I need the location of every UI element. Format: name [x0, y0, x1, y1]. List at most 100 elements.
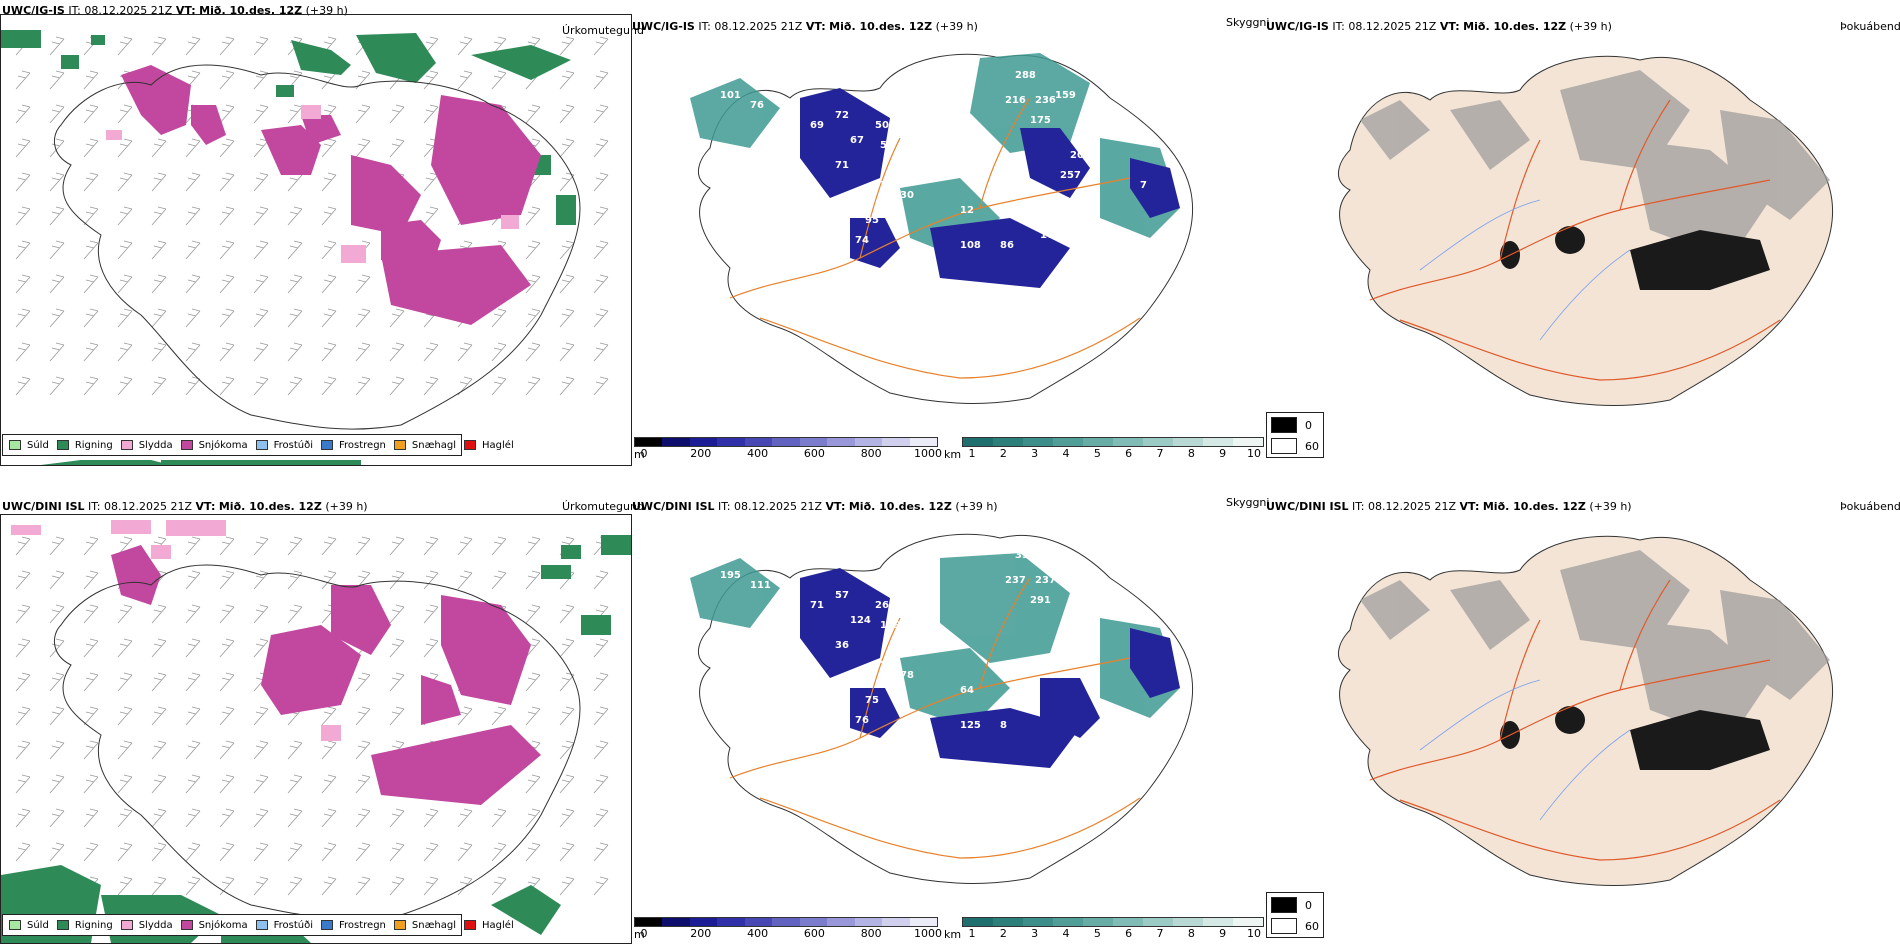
colorbar-tick: 800 [860, 927, 882, 940]
wind-barb-icon [525, 842, 541, 862]
wind-barb-icon [559, 808, 575, 828]
wind-barb-icon [423, 70, 439, 90]
colorbar-tick: 1 [968, 447, 976, 460]
wind-barb-icon [593, 706, 609, 726]
legend-item: Frostregn [321, 920, 386, 931]
legend-swatch [180, 440, 193, 450]
wind-barb-icon [491, 308, 507, 328]
legend-item: Súld [9, 920, 49, 931]
wind-barb-icon [253, 706, 269, 726]
wind-barb-icon [559, 240, 575, 260]
wind-barb-icon [219, 604, 235, 624]
wind-barb-icon [423, 104, 439, 124]
wind-barb-icon [423, 876, 439, 896]
wind-barb-icon [49, 774, 65, 794]
vis-value-label: 108 [960, 240, 981, 251]
wind-barb-icon [287, 604, 303, 624]
colorbar-step [1173, 918, 1203, 926]
wind-barb-icon [15, 274, 31, 294]
vis-value-label: 30 [900, 190, 914, 201]
wind-barb-icon [559, 376, 575, 396]
wind-barb-icon [151, 342, 167, 362]
legend-swatch [393, 440, 406, 450]
wind-barb-icon [117, 638, 133, 658]
wind-barb-icon [49, 740, 65, 760]
rivers [1419, 679, 1631, 821]
wind-barb-icon [49, 842, 65, 862]
wind-barb-icon [185, 36, 201, 56]
wind-barb-icon [287, 740, 303, 760]
wind-barb-icon [185, 342, 201, 362]
legend-item: Snjókoma [180, 440, 248, 451]
wind-barb-icon [593, 638, 609, 658]
wind-barb-icon [219, 206, 235, 226]
colorbar-step [909, 438, 937, 446]
wind-barb-icon [253, 740, 269, 760]
colorbar-step [1143, 918, 1173, 926]
vis-value-label: 57 [835, 590, 849, 601]
legend-item: Snjókoma [180, 920, 248, 931]
wind-barb-icon [15, 138, 31, 158]
colorbar-tick: 7 [1156, 927, 1164, 940]
wind-barb-icon [117, 206, 133, 226]
vis-value-label: 205 [880, 660, 901, 671]
colorbar-tick: 8 [1187, 447, 1195, 460]
wind-barb-icon [117, 104, 133, 124]
legend-swatch [464, 440, 477, 450]
wind-barb-icon [151, 638, 167, 658]
legend-item: Frostregn [321, 440, 386, 451]
wind-barb-icon [491, 876, 507, 896]
wind-barb-icon [253, 876, 269, 896]
colorbar-tick: 0 [640, 927, 648, 940]
vis-value-label: 74 [855, 235, 869, 246]
wind-barb-icon [593, 342, 609, 362]
vis-unit-top: km [944, 448, 962, 461]
wind-barb-icon [219, 842, 235, 862]
wind-barb-icon [151, 808, 167, 828]
wind-barb-icon [49, 536, 65, 556]
wind-barb-icon [491, 536, 507, 556]
vis-value-label: 288 [1015, 70, 1036, 81]
colorbar-step [827, 438, 855, 446]
wind-barb-icon [491, 808, 507, 828]
wind-barbs [15, 36, 609, 396]
wind-barb-icon [457, 342, 473, 362]
colorbar-step [662, 918, 690, 926]
wind-barb-icon [15, 104, 31, 124]
wind-barb-icon [219, 104, 235, 124]
vis-value-label: 76 [855, 715, 869, 726]
vis-value-label: 71 [810, 600, 824, 611]
colorbar-tick: 2 [999, 927, 1007, 940]
colorbar-tick: 9 [1219, 927, 1227, 940]
colorbar-step [827, 918, 855, 926]
vis-value-label: 111 [750, 580, 771, 591]
vis-value-label: 70 [1115, 610, 1129, 621]
wind-barb-icon [559, 342, 575, 362]
wind-barb-icon [185, 774, 201, 794]
colorbar-step [662, 438, 690, 446]
wind-barb-icon [83, 70, 99, 90]
wind-barb-icon [219, 70, 235, 90]
vis-value-label: 101 [720, 90, 741, 101]
wind-barb-icon [593, 876, 609, 896]
wind-barb-icon [389, 672, 405, 692]
precip-map-frame-bottom [0, 514, 632, 944]
vis-value-label: 76 [750, 100, 764, 111]
vis-unit-bottom: km [944, 928, 962, 941]
wind-barb-icon [15, 774, 31, 794]
wind-barb-icon [49, 604, 65, 624]
wind-barb-icon [185, 536, 201, 556]
legend-label: 0 [1305, 418, 1312, 432]
wind-barb-icon [219, 274, 235, 294]
wind-barb-icon [253, 240, 269, 260]
colorbar-tick: 400 [747, 447, 769, 460]
vis-value-label: 216 [1005, 95, 1026, 106]
wind-barb-icon [593, 308, 609, 328]
vis-value-label: 582 [1080, 190, 1101, 201]
colorbar-tick: 5 [1093, 447, 1101, 460]
vis-value-label: 12 [960, 205, 974, 216]
wind-barb-icon [83, 172, 99, 192]
wind-barb-icon [185, 706, 201, 726]
legend-swatch [56, 920, 69, 930]
legend-swatch [1271, 918, 1297, 934]
